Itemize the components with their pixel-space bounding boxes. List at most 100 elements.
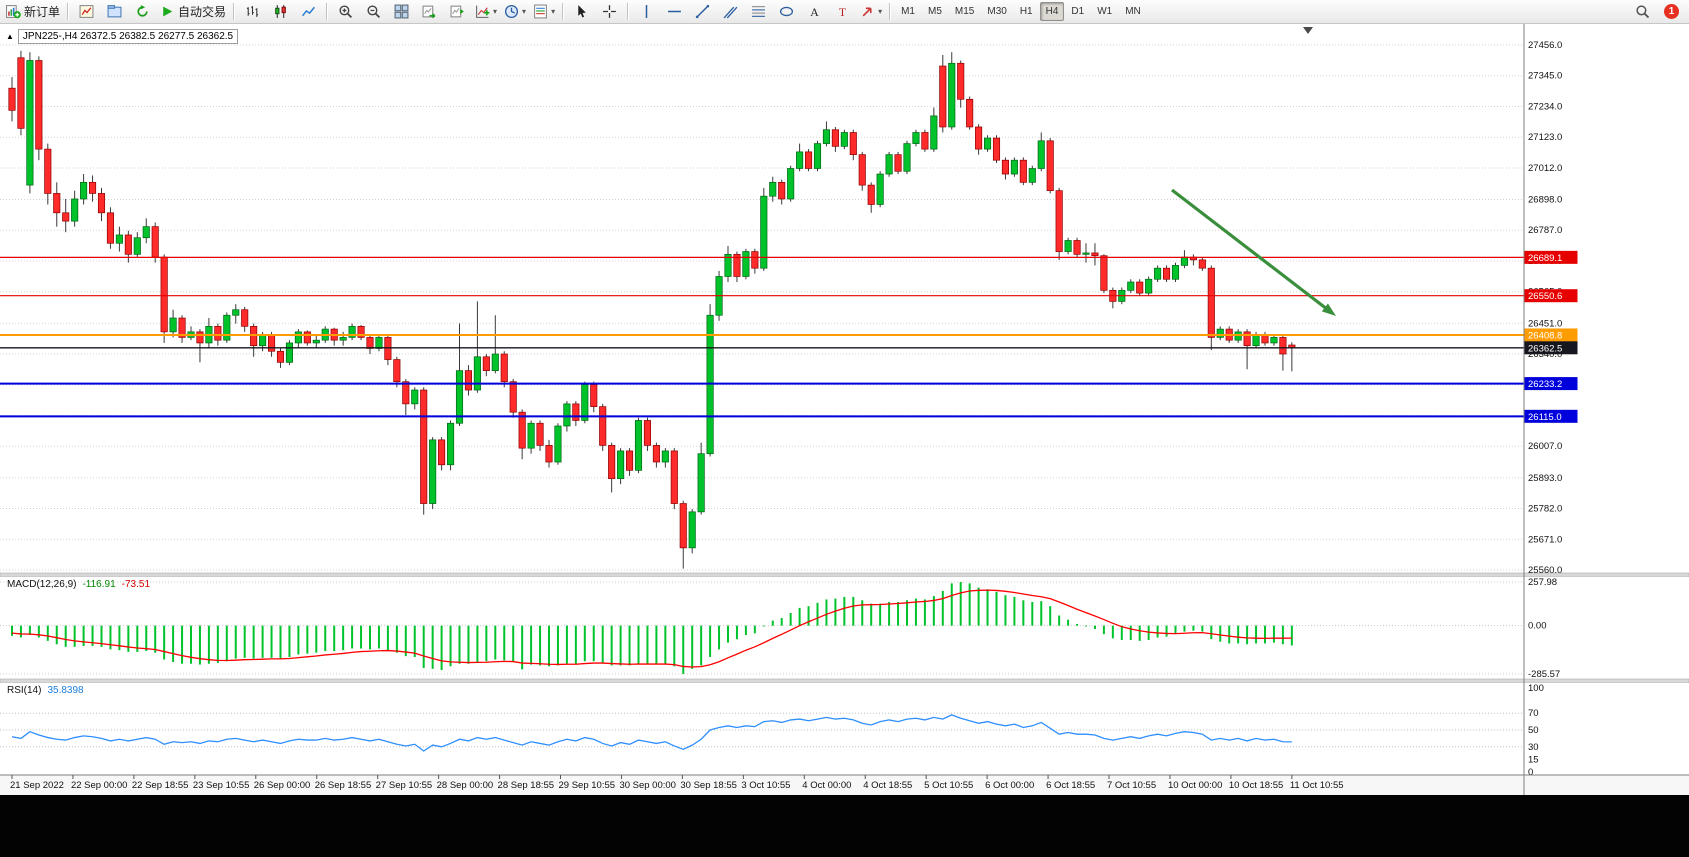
time-axis-bg[interactable] [0, 775, 1689, 795]
candlestick-chart-button[interactable] [267, 1, 294, 23]
zoom-in-button[interactable] [332, 1, 359, 23]
chart-shift-marker[interactable] [1303, 27, 1313, 34]
auto-scroll-icon [422, 4, 437, 19]
price-label: 25782.0 [1528, 504, 1562, 515]
search-icon [1635, 4, 1650, 19]
candle [787, 168, 795, 200]
auto-scroll-button[interactable] [416, 1, 443, 23]
timeframe-button-m30[interactable]: M30 [987, 6, 1007, 17]
autotrading-button[interactable]: 自动交易 [157, 1, 229, 23]
candle [464, 370, 473, 391]
rsi-scale-label: 50 [1528, 725, 1539, 736]
bar-chart-button[interactable] [239, 1, 266, 23]
tile-windows-button[interactable] [388, 1, 415, 23]
crosshair-button[interactable] [596, 1, 623, 23]
rsi-label: RSI(14) 35.8398 [7, 685, 84, 696]
date-label: 29 Sep 10:55 [559, 780, 616, 791]
candle [1207, 267, 1215, 338]
candle [62, 212, 70, 222]
new-order-icon [6, 4, 21, 19]
macd-scale-label: 0.00 [1528, 621, 1547, 632]
zoom-out-button[interactable] [360, 1, 387, 23]
horizontal-line-button[interactable] [661, 1, 688, 23]
candle [831, 129, 839, 147]
profiles-button[interactable] [101, 1, 128, 23]
text-label-button[interactable]: T [829, 1, 856, 23]
candle [1180, 256, 1189, 266]
timeframe-button-m5[interactable]: M5 [928, 6, 942, 17]
panel-separator[interactable] [0, 678, 1689, 684]
candle [1055, 190, 1063, 252]
candle [688, 511, 696, 549]
text-button[interactable]: A [801, 1, 828, 23]
new-order-button[interactable]: 新订单 [3, 1, 63, 23]
candle [241, 309, 249, 327]
equidistant-channel-button[interactable] [717, 1, 744, 23]
candle [643, 420, 652, 446]
one-click-trading-icon[interactable]: ▲ [6, 31, 14, 41]
candle [724, 253, 732, 277]
periods-button[interactable]: ▾ [501, 1, 529, 23]
search-button[interactable] [1629, 1, 1656, 23]
fibonacci-button[interactable] [745, 1, 772, 23]
chevron-down-icon: ▾ [878, 6, 883, 16]
candle [572, 403, 580, 421]
indicators-button[interactable]: ▾ [472, 1, 500, 23]
shapes-button[interactable] [773, 1, 800, 23]
macd-scale-label: 257.98 [1528, 577, 1557, 588]
zoom-out-icon [366, 4, 381, 19]
candle [447, 422, 455, 466]
chevron-down-icon: ▾ [522, 6, 527, 16]
trend-arrow-head[interactable] [1321, 303, 1336, 316]
candle [1136, 281, 1144, 294]
cursor-icon [574, 4, 589, 19]
notification-badge[interactable]: 1 [1664, 4, 1679, 19]
price-badge-label: 26689.1 [1528, 253, 1562, 264]
templates-button[interactable]: ▾ [530, 1, 558, 23]
candle [357, 325, 365, 338]
charts-window-button[interactable] [73, 1, 100, 23]
line-chart-button[interactable] [295, 1, 322, 23]
vertical-line-button[interactable] [633, 1, 660, 23]
timeframe-button-h1[interactable]: H1 [1019, 6, 1033, 17]
timeframe-button-w1[interactable]: W1 [1097, 6, 1113, 17]
timeframe-button-d1[interactable]: D1 [1071, 6, 1085, 17]
cursor-button[interactable] [568, 1, 595, 23]
refresh-icon [135, 4, 150, 19]
date-label: 4 Oct 00:00 [802, 780, 851, 791]
candle [554, 425, 562, 463]
date-label: 3 Oct 10:55 [741, 780, 790, 791]
chart-shift-button[interactable] [444, 1, 471, 23]
timeframe-button-m1[interactable]: M1 [901, 6, 915, 17]
candle [545, 445, 553, 463]
timeframe-button-m15[interactable]: M15 [954, 6, 975, 17]
candle [617, 450, 625, 479]
trendline-button[interactable] [689, 1, 716, 23]
chart-shift-icon [450, 4, 465, 19]
candle [97, 193, 106, 214]
date-label: 22 Sep 18:55 [132, 780, 189, 791]
arrows-button[interactable]: ▾ [857, 1, 885, 23]
new-order-button-label: 新订单 [24, 5, 61, 19]
profiles-icon [107, 4, 122, 19]
candle [975, 126, 983, 150]
panel-separator[interactable] [0, 572, 1689, 578]
trend-arrow[interactable] [1171, 188, 1331, 313]
candle [939, 65, 947, 128]
refresh-button[interactable] [129, 1, 156, 23]
candle [625, 450, 634, 471]
candle [796, 151, 804, 169]
candle [393, 359, 401, 383]
price-label: 26340.0 [1528, 349, 1562, 360]
price-badge-label: 26408.8 [1528, 330, 1562, 341]
candle [518, 411, 526, 449]
candle [142, 226, 150, 239]
timeframe-button-mn[interactable]: MN [1125, 6, 1141, 17]
candle [769, 181, 777, 197]
timeframe-button-h4[interactable]: H4 [1039, 2, 1065, 21]
candle [438, 439, 446, 466]
date-label: 30 Sep 18:55 [680, 780, 737, 791]
candle [661, 450, 669, 463]
